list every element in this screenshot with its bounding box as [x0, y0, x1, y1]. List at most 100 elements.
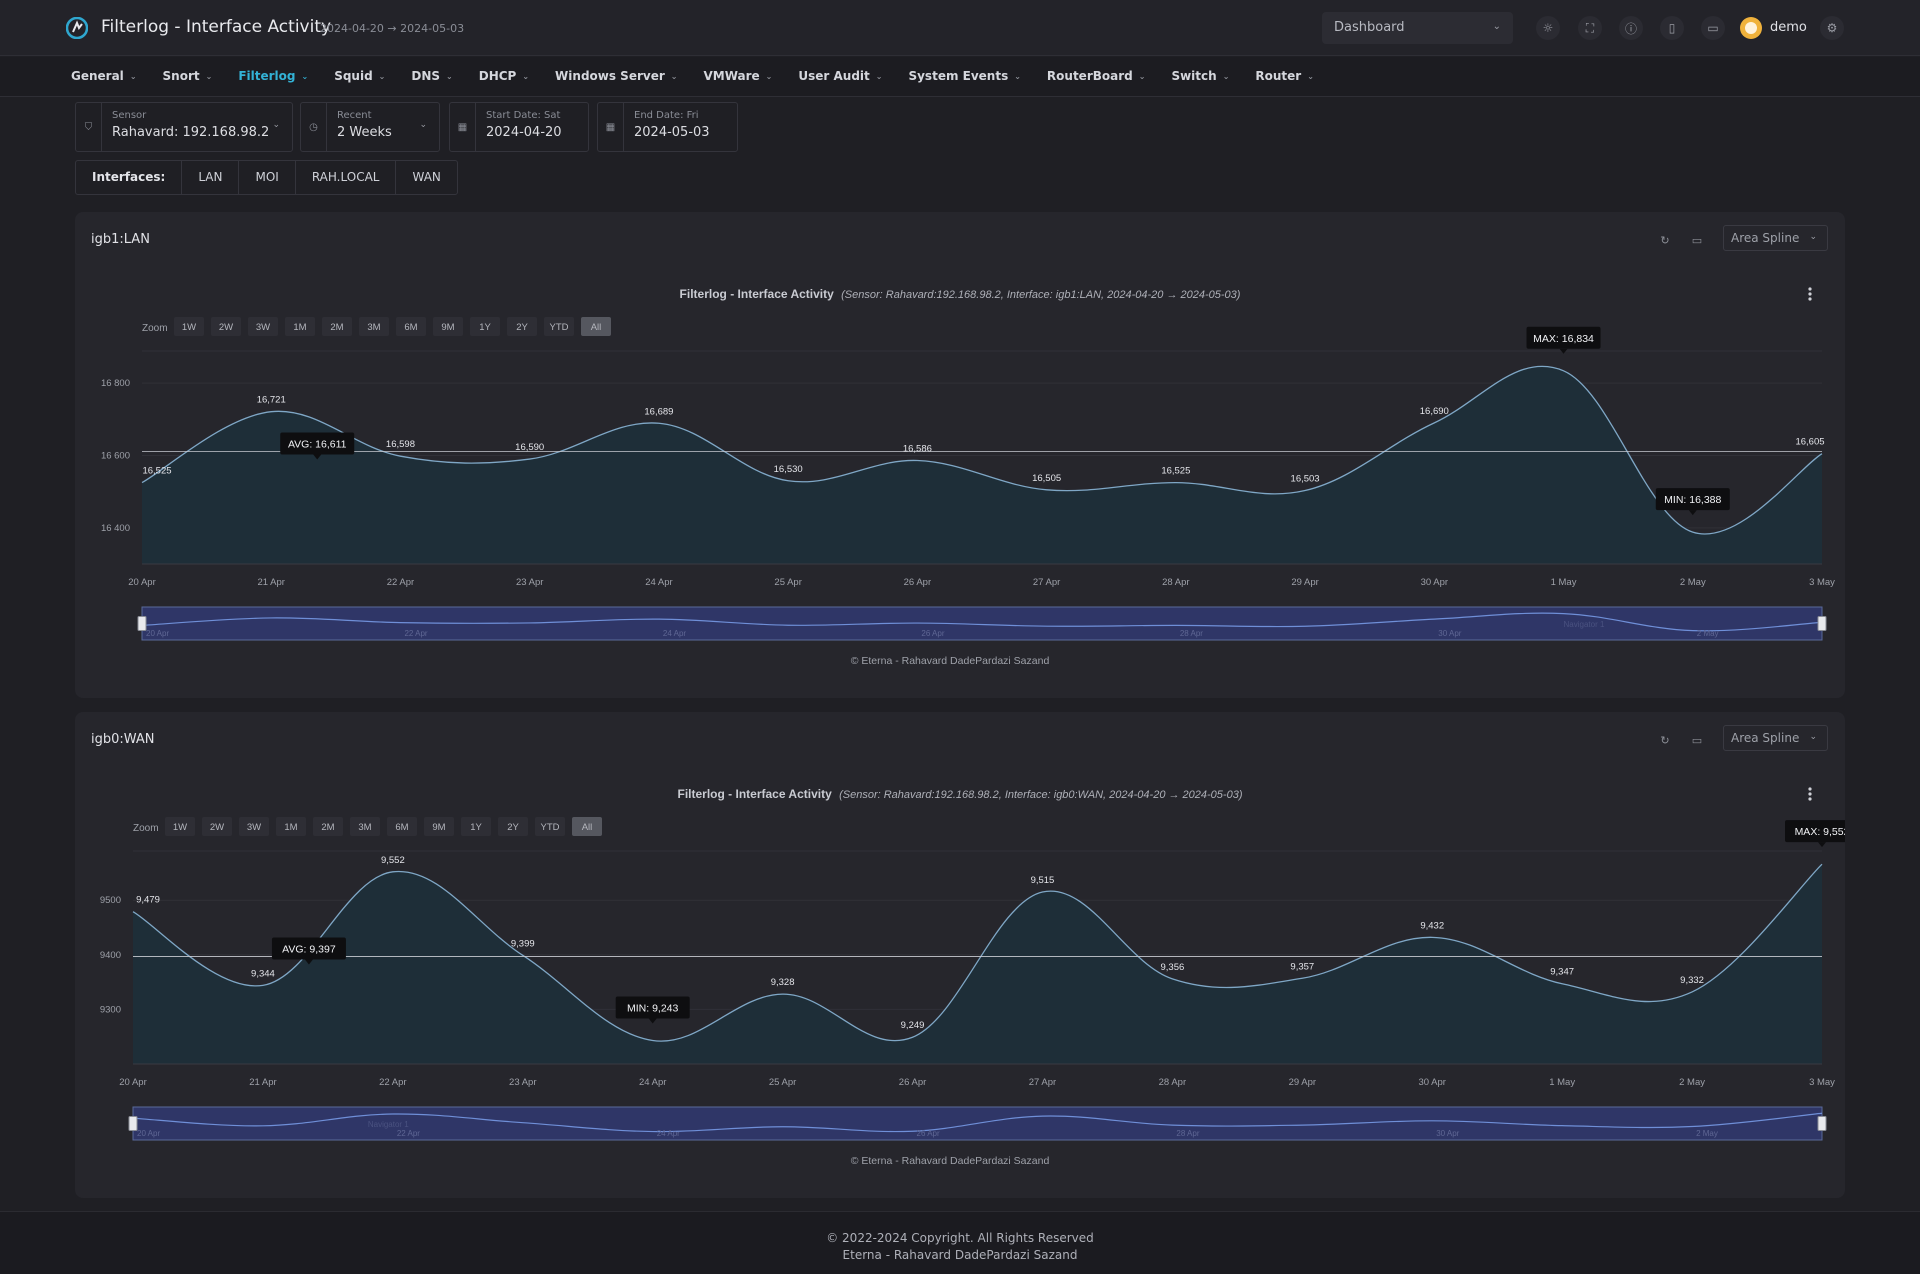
zoom-button-3w[interactable]: 3W: [248, 317, 278, 336]
refresh-icon[interactable]: ↻: [1660, 733, 1670, 747]
zoom-button-ytd[interactable]: YTD: [535, 817, 565, 836]
navigator-left-handle[interactable]: [137, 616, 147, 631]
zoom-button-1w[interactable]: 1W: [165, 817, 195, 836]
navigator-left-handle[interactable]: [128, 1116, 138, 1131]
username[interactable]: demo: [1770, 20, 1807, 35]
interface-tab-rah-local[interactable]: RAH.LOCAL: [296, 161, 397, 194]
y-tick-label: 9400: [100, 950, 121, 961]
fullscreen-icon[interactable]: ⛶: [1578, 16, 1602, 40]
recent-value: 2 Weeks: [337, 125, 392, 140]
zoom-button-2m[interactable]: 2M: [322, 317, 352, 336]
nav-item-filterlog[interactable]: Filterlog ⌄: [238, 69, 308, 83]
comment-icon[interactable]: ▭: [1691, 233, 1703, 247]
zoom-button-3m[interactable]: 3M: [359, 317, 389, 336]
navigator-right-handle[interactable]: [1817, 616, 1827, 631]
svg-text:Filterlog - Interface Activity: Filterlog - Interface Activity (Sensor: …: [678, 787, 1243, 801]
chevron-down-icon: ⌄: [875, 71, 883, 81]
zoom-button-2m[interactable]: 2M: [313, 817, 343, 836]
interfaces-label: Interfaces:: [76, 161, 183, 194]
chart-panel-lan: igb1:LAN ↻ ▭ Area Spline ⌄ Filterlog - I…: [75, 212, 1845, 698]
chart-menu-icon[interactable]: [1808, 287, 1812, 301]
zoom-button-9m[interactable]: 9M: [433, 317, 463, 336]
zoom-button-label: 3M: [367, 322, 380, 333]
zoom-button-2w[interactable]: 2W: [211, 317, 241, 336]
x-tick-label: 26 Apr: [904, 577, 931, 588]
nav-item-squid[interactable]: Squid ⌄: [334, 69, 385, 83]
data-label: 9,515: [1031, 875, 1055, 886]
nav-item-snort[interactable]: Snort ⌄: [163, 69, 213, 83]
nav-item-system-events[interactable]: System Events ⌄: [908, 69, 1020, 83]
chart-type-select[interactable]: Area Spline ⌄: [1723, 225, 1828, 251]
zoom-button-label: 6M: [395, 822, 408, 833]
series-area: [142, 366, 1822, 564]
data-label: 9,249: [901, 1020, 925, 1031]
navigator[interactable]: 20 Apr 22 Apr 24 Apr 26 Apr 28 Apr 30 Apr 2 Ma…: [132, 1106, 1823, 1141]
nav-item-user-audit[interactable]: User Audit ⌄: [798, 69, 882, 83]
zoom-button-2y[interactable]: 2Y: [498, 817, 528, 836]
zoom-button-all[interactable]: All: [581, 317, 611, 336]
zoom-button-1w[interactable]: 1W: [174, 317, 204, 336]
zoom-button-6m[interactable]: 6M: [396, 317, 426, 336]
navigator-right-handle[interactable]: [1817, 1116, 1827, 1131]
zoom-button-label: 1Y: [479, 322, 491, 333]
nav-item-routerboard[interactable]: RouterBoard ⌄: [1047, 69, 1146, 83]
calendar-icon: ▦: [450, 103, 476, 151]
chart-type-select[interactable]: Area Spline ⌄: [1723, 725, 1828, 751]
nav-item-switch[interactable]: Switch ⌄: [1171, 69, 1229, 83]
end-date-field[interactable]: ▦ End Date: Fri 2024-05-03: [597, 102, 738, 152]
zoom-button-ytd[interactable]: YTD: [544, 317, 574, 336]
min-annotation: MIN: 16,388: [1655, 488, 1730, 516]
data-label: 16,605: [1795, 437, 1824, 448]
data-label: 16,689: [644, 406, 673, 417]
zoom-button-1y[interactable]: 1Y: [461, 817, 491, 836]
device-icon[interactable]: ▯: [1660, 16, 1684, 40]
settings-gear-icon[interactable]: ⚙: [1820, 16, 1844, 40]
interface-tab-wan[interactable]: WAN: [412, 170, 441, 184]
app-logo-icon[interactable]: [66, 17, 88, 39]
calendar-icon: ▦: [598, 103, 624, 151]
nav-item-vmware[interactable]: VMWare ⌄: [703, 69, 772, 83]
user-avatar[interactable]: [1740, 17, 1762, 39]
chart-type-value: Area Spline: [1731, 231, 1800, 245]
navigator[interactable]: 20 Apr 22 Apr 24 Apr 26 Apr 28 Apr 30 Apr 2 Ma…: [141, 606, 1823, 641]
zoom-button-9m[interactable]: 9M: [424, 817, 454, 836]
x-tick-label: 24 Apr: [639, 1077, 666, 1088]
nav-item-dns[interactable]: DNS ⌄: [411, 69, 452, 83]
avg-annotation: AVG: 9,397: [271, 937, 346, 965]
chart-subtitle: (Sensor: Rahavard:192.168.98.2, Interfac…: [839, 789, 1243, 801]
zoom-button-label: 9M: [432, 822, 445, 833]
zoom-button-1m[interactable]: 1M: [285, 317, 315, 336]
data-label: 9,344: [251, 968, 275, 979]
nav-item-router[interactable]: Router ⌄: [1255, 69, 1314, 83]
nav-item-general[interactable]: General ⌄: [71, 69, 137, 83]
nav-item-windows-server[interactable]: Windows Server ⌄: [555, 69, 677, 83]
page-footer: © 2022-2024 Copyright. All Rights Reserv…: [0, 1211, 1920, 1274]
dashboard-select[interactable]: Dashboard ⌄: [1322, 12, 1513, 44]
recent-select[interactable]: ◷ Recent 2 Weeks ⌄: [300, 102, 440, 152]
refresh-icon[interactable]: ↻: [1660, 233, 1670, 247]
chart-menu-icon[interactable]: [1808, 787, 1812, 801]
comment-icon[interactable]: ▭: [1691, 733, 1703, 747]
svg-text:MIN: 16,388: MIN: 16,388: [1664, 494, 1721, 506]
start-date-field[interactable]: ▦ Start Date: Sat 2024-04-20: [449, 102, 589, 152]
theme-sun-icon[interactable]: ☼: [1536, 16, 1560, 40]
inbox-icon[interactable]: ▭: [1701, 16, 1725, 40]
zoom-button-label: 1W: [173, 822, 187, 833]
zoom-button-1m[interactable]: 1M: [276, 817, 306, 836]
zoom-button-all[interactable]: All: [572, 817, 602, 836]
info-icon[interactable]: ⓘ: [1619, 16, 1643, 40]
zoom-button-6m[interactable]: 6M: [387, 817, 417, 836]
zoom-button-2y[interactable]: 2Y: [507, 317, 537, 336]
zoom-button-3w[interactable]: 3W: [239, 817, 269, 836]
zoom-button-1y[interactable]: 1Y: [470, 317, 500, 336]
nav-item-label: Switch: [1171, 69, 1217, 83]
sensor-select[interactable]: ⛉ Sensor Rahavard: 192.168.98.2 ⌄: [75, 102, 293, 152]
svg-text:22 Apr: 22 Apr: [397, 1129, 420, 1138]
interface-tab-lan[interactable]: LAN: [182, 161, 240, 194]
data-label: 9,552: [381, 855, 405, 866]
zoom-button-3m[interactable]: 3M: [350, 817, 380, 836]
chevron-down-icon: ⌄: [1492, 21, 1501, 32]
nav-item-dhcp[interactable]: DHCP ⌄: [479, 69, 529, 83]
zoom-button-2w[interactable]: 2W: [202, 817, 232, 836]
interface-tab-moi[interactable]: MOI: [239, 161, 296, 194]
